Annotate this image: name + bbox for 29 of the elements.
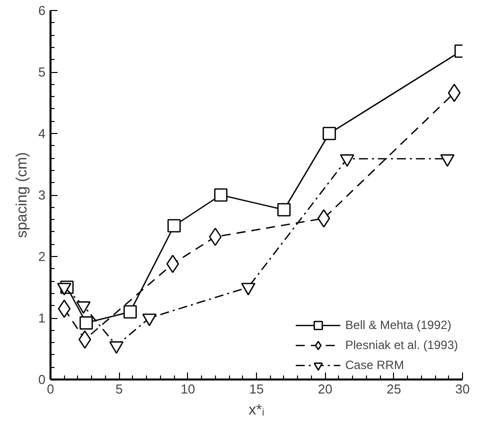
x-tick-label: 20 <box>318 382 332 396</box>
point <box>448 84 461 102</box>
y-tick-label: 6 <box>38 3 46 18</box>
y-tick-label: 5 <box>38 64 46 80</box>
y-tick-label: 4 <box>38 126 46 141</box>
point <box>80 316 93 330</box>
x-tick-label: 30 <box>455 382 470 396</box>
legend-label: Plesniak et al. (1993) <box>345 338 458 352</box>
y-tick-label: 1 <box>38 310 46 326</box>
legend-label: Case RRM <box>345 358 404 372</box>
point <box>124 305 137 318</box>
y-axis-title: spacing (cm) <box>13 152 30 238</box>
point <box>166 254 180 274</box>
point <box>277 203 291 216</box>
point <box>167 219 181 232</box>
legend-label: Bell & Mehta (1992) <box>345 318 452 332</box>
x-axis-title: x*ᵢ <box>248 402 264 418</box>
point <box>317 209 330 228</box>
x-tick-label: 25 <box>386 382 402 396</box>
y-tick-label: 0 <box>38 372 46 387</box>
x-tick-label: 10 <box>180 382 196 396</box>
y-tick-label: 3 <box>38 188 46 202</box>
point <box>322 126 336 140</box>
point <box>214 188 228 202</box>
y-tick-label: 2 <box>38 249 46 264</box>
point <box>208 228 222 246</box>
x-tick-label: 15 <box>249 382 264 396</box>
point <box>58 300 71 318</box>
x-tick-label: 5 <box>116 382 123 396</box>
